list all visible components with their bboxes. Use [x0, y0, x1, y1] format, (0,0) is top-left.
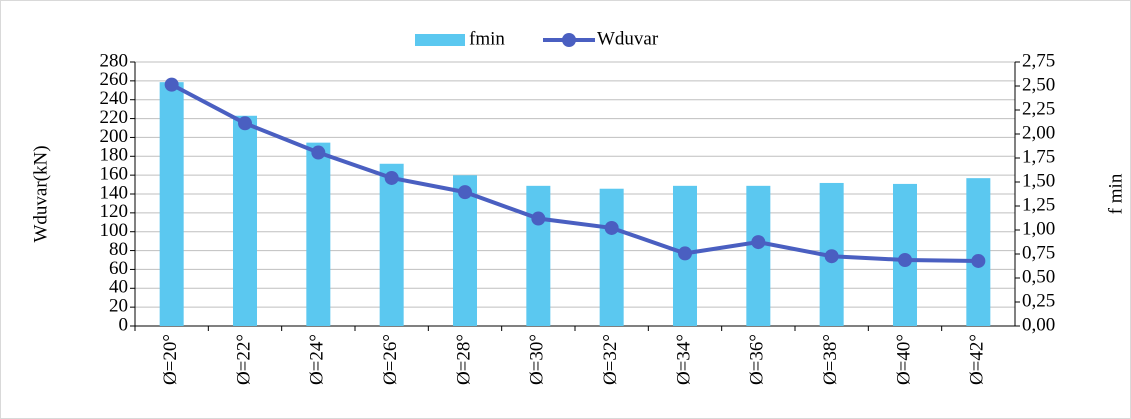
y2-tick-label: 1,00 — [1022, 218, 1055, 239]
y2-tick-label: 1,75 — [1022, 146, 1055, 167]
y2-tick-label: 1,25 — [1022, 194, 1055, 215]
y-tick-label: 260 — [100, 69, 129, 90]
legend-label: fmin — [469, 28, 505, 49]
line — [170, 82, 979, 263]
bar — [233, 115, 257, 326]
y-axis-title: Wduvar(kN) — [30, 145, 51, 242]
line-marker — [458, 185, 472, 200]
legend-label: Wduvar — [597, 28, 659, 49]
x-tick-label: Ø=20° — [160, 334, 181, 385]
y2-tick-label: 2,25 — [1022, 98, 1055, 119]
line-marker — [751, 235, 766, 250]
bar — [599, 188, 624, 326]
x-tick-label: Ø=36° — [747, 334, 768, 385]
y-tick-label: 0 — [119, 314, 129, 335]
line-marker — [898, 253, 912, 267]
x-tick-label: Ø=40° — [893, 334, 914, 385]
bar — [746, 185, 771, 326]
line-marker — [531, 211, 546, 226]
y-tick-label: 20 — [109, 296, 128, 317]
line-marker — [238, 116, 252, 131]
y-tick-label: 80 — [109, 239, 128, 260]
x-tick-label: Ø=22° — [233, 334, 254, 385]
bar — [526, 185, 551, 326]
line-marker — [164, 77, 179, 92]
x-tick-label: Ø=38° — [820, 334, 841, 385]
line-marker — [311, 145, 326, 160]
bar — [966, 178, 991, 326]
bar — [159, 82, 184, 326]
y2-tick-label: 2,50 — [1022, 74, 1055, 95]
y2-axis-title: f min — [1105, 173, 1126, 214]
y-tick-label: 200 — [100, 126, 129, 147]
y2-tick-label: 0,00 — [1022, 314, 1055, 335]
y-tick-label: 100 — [100, 220, 129, 241]
y-tick-label: 140 — [100, 182, 129, 203]
legend-marker — [562, 33, 576, 47]
x-tick-label: Ø=34° — [673, 334, 694, 385]
line-marker — [824, 249, 839, 264]
bar — [453, 175, 477, 326]
y-tick-label: 60 — [109, 258, 128, 279]
y2-tick-label: 0,50 — [1022, 266, 1055, 287]
y2-tick-label: 2,75 — [1022, 50, 1055, 71]
line-marker — [678, 246, 692, 261]
x-tick-label: Ø=26° — [380, 334, 401, 385]
x-tick-label: Ø=28° — [453, 334, 474, 385]
legend-swatch — [415, 34, 465, 46]
x-tick-label: Ø=30° — [527, 334, 548, 385]
bar — [306, 142, 331, 326]
y-tick-label: 120 — [100, 201, 129, 222]
x-tick-label: Ø=32° — [600, 334, 621, 385]
y2-tick-label: 1,50 — [1022, 170, 1055, 191]
y-tick-label: 40 — [109, 277, 128, 298]
y-tick-label: 180 — [100, 145, 129, 166]
y-tick-label: 280 — [100, 50, 129, 71]
y2-tick-label: 2,00 — [1022, 122, 1055, 143]
y-tick-label: 240 — [100, 88, 129, 109]
line-marker — [384, 170, 399, 185]
y-tick-label: 160 — [100, 164, 129, 185]
y2-tick-label: 0,25 — [1022, 290, 1055, 311]
x-tick-label: Ø=24° — [307, 334, 328, 385]
line-marker — [971, 253, 986, 268]
line-marker — [604, 220, 619, 235]
x-tick-label: Ø=42° — [967, 334, 988, 385]
y-tick-label: 220 — [100, 107, 129, 128]
y2-tick-label: 0,75 — [1022, 242, 1055, 263]
bar — [379, 163, 404, 326]
